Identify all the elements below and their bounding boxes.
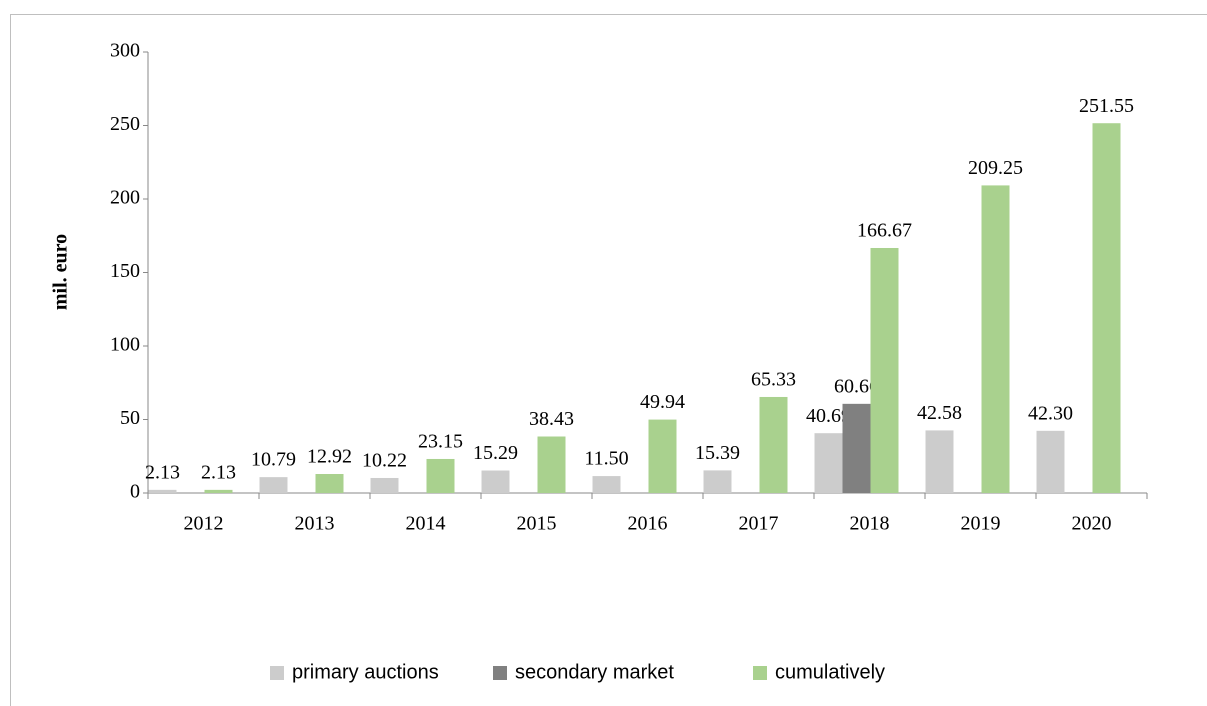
y-tick-label: 100	[110, 334, 140, 356]
data-label: 42.58	[917, 402, 962, 424]
data-label: 10.22	[362, 450, 407, 472]
bar	[1036, 430, 1065, 493]
bar	[148, 489, 177, 493]
bar	[315, 474, 344, 493]
x-tick-label: 2016	[628, 513, 668, 535]
bar	[204, 489, 233, 493]
data-label: 23.15	[418, 431, 463, 453]
bar	[925, 430, 954, 493]
x-tick-label: 2018	[850, 513, 890, 535]
data-label: 38.43	[529, 408, 574, 430]
bar	[870, 247, 899, 493]
data-label: 49.94	[640, 391, 685, 413]
data-label: 15.29	[473, 442, 518, 464]
data-label: 10.79	[251, 449, 296, 471]
bar	[981, 185, 1010, 493]
bar	[537, 436, 566, 493]
y-tick-label: 200	[110, 187, 140, 209]
data-label: 2.13	[145, 461, 180, 483]
bar	[481, 470, 510, 493]
data-label: 60.66	[834, 375, 879, 397]
data-label: 42.30	[1028, 402, 1073, 424]
bar	[814, 433, 843, 493]
legend-label: primary auctions	[292, 661, 439, 683]
x-tick-label: 2013	[295, 513, 335, 535]
y-tick-label: 250	[110, 113, 140, 135]
bar	[592, 476, 621, 493]
x-tick-label: 2017	[739, 513, 779, 535]
legend-label: secondary market	[515, 661, 674, 683]
x-tick-label: 2020	[1072, 513, 1112, 535]
bar	[703, 470, 732, 493]
y-axis-label: mil. euro	[50, 234, 72, 310]
legend-swatch	[270, 666, 284, 680]
y-tick-label: 300	[110, 40, 140, 62]
legend-label: cumulatively	[775, 661, 885, 683]
frame	[10, 14, 1207, 706]
bar	[759, 396, 788, 493]
data-label: 251.55	[1079, 95, 1134, 117]
data-label: 209.25	[968, 157, 1023, 179]
bar	[842, 403, 871, 493]
x-tick-label: 2014	[406, 513, 446, 535]
legend-swatch	[753, 666, 767, 680]
y-tick-label: 0	[130, 481, 140, 503]
data-label: 40.69	[806, 405, 851, 427]
bar	[259, 477, 288, 493]
data-label: 15.39	[695, 442, 740, 464]
legend-swatch	[493, 666, 507, 680]
data-label: 11.50	[584, 448, 628, 470]
y-tick-label: 150	[110, 260, 140, 282]
data-label: 12.92	[307, 446, 352, 468]
bar	[426, 458, 455, 493]
y-tick-label: 50	[120, 407, 140, 429]
x-tick-label: 2015	[517, 513, 557, 535]
x-tick-label: 2012	[184, 513, 224, 535]
x-tick-label: 2019	[961, 513, 1001, 535]
bar	[1092, 123, 1121, 493]
data-label: 65.33	[751, 369, 796, 391]
data-label: 2.13	[201, 461, 236, 483]
bar	[370, 477, 399, 493]
data-label: 166.67	[857, 220, 912, 242]
bar	[648, 419, 677, 493]
